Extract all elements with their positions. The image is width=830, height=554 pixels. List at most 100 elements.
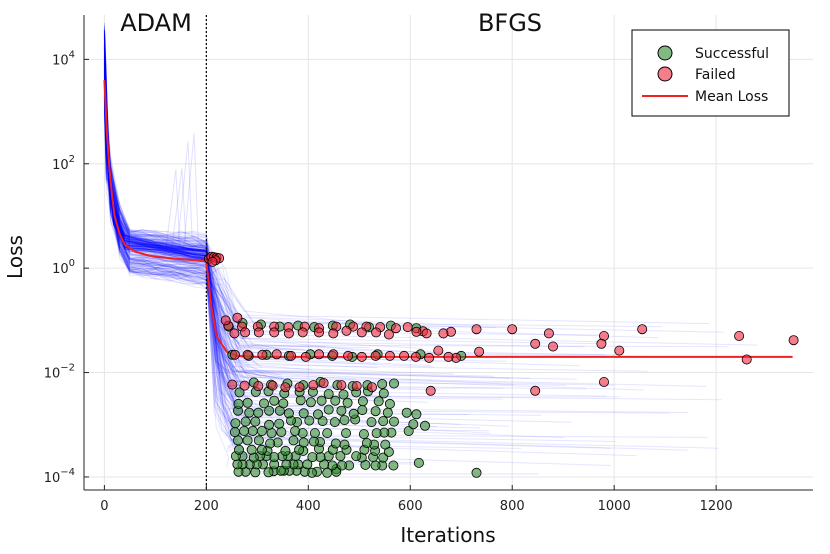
- failed-point: [371, 327, 382, 338]
- run-trajectory: [103, 103, 240, 343]
- y-ticks: 104 102 100 10−2 10−4: [44, 49, 89, 486]
- failed-point: [471, 324, 482, 335]
- successful-point: [370, 460, 381, 471]
- failed-point: [227, 379, 238, 390]
- run-trajectory: [103, 90, 247, 331]
- x-ticks: 0 200 400 600 800 1000 1200: [100, 485, 733, 514]
- run-trajectory: [103, 45, 599, 345]
- run-trajectory: [103, 88, 393, 398]
- failed-point: [424, 352, 435, 363]
- run-trajectory: [103, 40, 234, 334]
- failed-point: [530, 385, 541, 396]
- run-trajectory: [103, 72, 230, 468]
- failed-point: [313, 327, 324, 338]
- successful-point: [239, 425, 250, 436]
- successful-point: [229, 427, 240, 438]
- run-trajectory: [103, 90, 572, 423]
- run-trajectory: [103, 50, 242, 335]
- successful-point: [340, 428, 351, 439]
- failed-point: [443, 351, 454, 362]
- failed-point: [257, 349, 268, 360]
- failed-point: [220, 315, 231, 326]
- successful-point: [280, 445, 291, 456]
- run-trajectory: [103, 109, 637, 457]
- failed-point: [283, 328, 294, 339]
- failed-point: [229, 349, 240, 360]
- run-trajectory: [103, 93, 293, 382]
- run-trajectory: [103, 57, 443, 354]
- run-trajectory: [103, 97, 710, 325]
- run-trajectory: [103, 47, 243, 441]
- successful-point: [361, 437, 372, 448]
- successful-point: [408, 419, 419, 430]
- successful-point: [242, 435, 253, 446]
- successful-point: [242, 397, 253, 408]
- successful-point: [276, 427, 287, 438]
- run-trajectory: [103, 84, 236, 330]
- successful-point: [308, 436, 319, 447]
- successful-point: [269, 395, 280, 406]
- run-trajectory: [103, 94, 438, 428]
- successful-point: [253, 435, 264, 446]
- successful-point: [419, 420, 430, 431]
- failed-point: [356, 351, 367, 362]
- successful-point: [357, 405, 368, 416]
- y-tick-label: 102: [52, 154, 75, 173]
- failed-point: [267, 380, 278, 391]
- run-trajectory: [103, 45, 207, 255]
- run-trajectory: [103, 99, 307, 463]
- phase-label-bfgs: BFGS: [478, 9, 542, 37]
- run-trajectory: [103, 34, 333, 372]
- run-trajectory: [103, 42, 249, 405]
- run-trajectory: [103, 88, 662, 328]
- run-trajectory: [103, 72, 455, 330]
- failed-point: [370, 350, 381, 361]
- run-trajectory: [103, 75, 278, 395]
- successful-point: [384, 398, 395, 409]
- y-tick-label: 10−4: [44, 467, 75, 486]
- run-trajectory: [103, 28, 612, 449]
- failed-point: [207, 256, 218, 267]
- successful-point: [330, 395, 341, 406]
- failed-point: [548, 341, 559, 352]
- run-trajectory: [103, 80, 348, 409]
- successful-point: [316, 395, 327, 406]
- successful-point: [322, 428, 333, 439]
- run-trajectory: [103, 80, 382, 424]
- failed-point: [308, 380, 319, 391]
- failed-point: [318, 377, 329, 388]
- successful-point: [232, 435, 243, 446]
- successful-point: [264, 405, 275, 416]
- run-trajectory: [103, 72, 689, 413]
- successful-point: [265, 438, 276, 449]
- x-tick-label: 800: [500, 499, 525, 514]
- successful-point: [336, 460, 347, 471]
- successful-point: [413, 457, 424, 468]
- failed-point: [253, 381, 264, 392]
- run-trajectory: [103, 48, 333, 421]
- run-trajectory: [103, 37, 263, 349]
- successful-point: [264, 419, 275, 430]
- successful-point: [342, 397, 353, 408]
- mean-loss-line: [103, 80, 793, 358]
- run-trajectory: [103, 62, 702, 358]
- successful-point: [288, 435, 299, 446]
- legend-marker-failed: [657, 66, 673, 82]
- failed-point: [269, 327, 280, 338]
- successful-point: [382, 407, 393, 418]
- x-tick-label: 1000: [598, 499, 631, 514]
- run-trajectory: [103, 33, 599, 336]
- run-trajectory: [103, 34, 238, 434]
- run-trajectory: [103, 70, 429, 403]
- successful-point: [373, 396, 384, 407]
- run-trajectory: [103, 55, 377, 365]
- grid-lines: [84, 15, 813, 490]
- run-trajectory: [103, 45, 207, 261]
- successful-point: [378, 388, 389, 399]
- x-tick-label: 0: [100, 499, 108, 514]
- failed-point: [433, 345, 444, 356]
- run-trajectory: [103, 104, 242, 385]
- run-trajectory: [103, 74, 237, 369]
- run-trajectory: [103, 96, 645, 391]
